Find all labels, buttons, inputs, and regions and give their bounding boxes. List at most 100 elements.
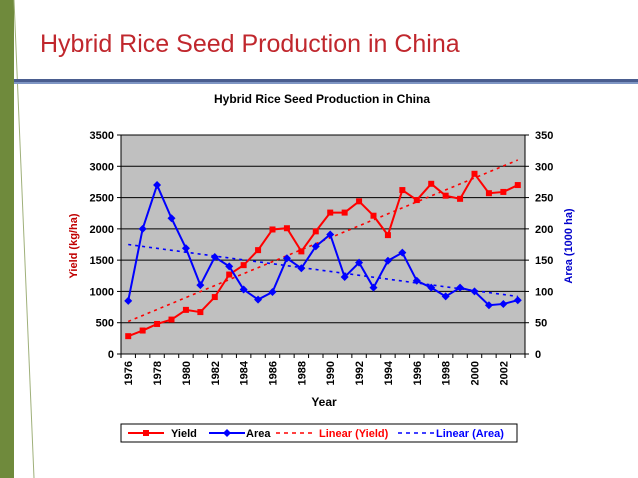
x-tick-label: 1982 [210,361,222,385]
area-point [369,283,378,292]
y2-tick-label: 350 [535,130,553,142]
legend-label-area: Area [246,428,271,440]
area-point [470,287,479,296]
legend-marker-area [223,429,231,437]
y-axis-title: Yield (kg/ha) [68,213,80,278]
yield-point [211,294,218,301]
area-point [427,283,436,292]
area-point [181,244,190,253]
area-point [513,296,522,305]
area-point [355,258,364,267]
x-tick-label: 1990 [325,361,337,385]
yield-point [125,333,132,340]
area-point [268,288,277,297]
area-line [127,182,519,307]
x-tick-label: 1996 [412,361,424,385]
yield-point [240,262,247,269]
yield-point [283,225,290,232]
plot-area [120,134,526,355]
yield-point [356,198,363,205]
slide-title: Hybrid Rice Seed Production in China [40,30,460,58]
x-axis-title: Year [311,395,337,409]
x-tick-label: 1976 [123,361,135,385]
area-point [167,214,176,223]
legend-label-linear-area: Linear (Area) [436,428,504,440]
y2-axis-title: Area (1000 ha) [563,208,575,284]
yield-point [269,226,276,233]
legend-label-yield: Yield [171,428,197,440]
legend-marker-yield [143,430,149,436]
y2-tick-label: 200 [535,224,553,236]
x-tick-label: 1992 [354,361,366,385]
yield-point [255,247,262,254]
area-point [297,264,306,273]
y2-tick-label: 300 [535,161,553,173]
area-point [412,276,421,285]
yield-point [514,182,521,189]
series-layer [124,159,522,340]
yield-point [341,209,348,216]
yield-point [399,187,406,194]
left-axis: 0 500 1000 1500 2000 2500 3000 3500 [90,130,122,361]
area-point [225,262,234,271]
area-point [153,181,162,190]
yield-point [384,232,391,239]
area-point [138,224,147,233]
yield-point [327,209,334,216]
y2-tick-label: 150 [535,255,553,267]
y2-tick-label: 250 [535,193,553,205]
yield-point [298,248,305,255]
yield-point [226,271,233,278]
yield-point [413,197,420,204]
yield-point [168,316,175,323]
yield-line [127,171,519,338]
title-underline-light [14,82,638,84]
chart-title: Hybrid Rice Seed Production in China [214,92,430,106]
y2-tick-label: 100 [535,286,553,298]
legend: Yield Area Linear (Yield) Linear (Area) [120,423,518,443]
y-tick-label: 3500 [90,130,114,142]
area-point [340,273,349,282]
y2-tick-label: 0 [535,349,541,361]
legend-label-linear-yield: Linear (Yield) [319,428,389,440]
area-point [196,281,205,290]
area-point [124,296,133,305]
x-tick-label: 1994 [383,360,395,385]
y2-tick-label: 50 [535,318,547,330]
x-tick-label: 2002 [498,361,510,385]
area-point [326,230,335,239]
y-tick-label: 500 [96,318,114,330]
yield-point [139,327,146,334]
yield-point [485,190,492,197]
x-axis: 1976 1978 1980 1982 1984 1986 1988 1990 1992 1994… [120,353,526,385]
area-point [311,242,320,251]
decorative-left-bar [0,0,14,478]
area-point [383,256,392,265]
area-point [398,248,407,257]
yield-point [154,320,161,327]
area-point [456,283,465,292]
y-tick-label: 1000 [90,286,114,298]
area-point [282,254,291,263]
yield-point [312,228,319,235]
y-tick-label: 2500 [90,193,114,205]
x-tick-label: 1980 [181,361,193,385]
area-point [499,299,508,308]
right-axis: 0 50 100 150 200 250 300 350 [524,130,553,361]
y-tick-label: 2000 [90,224,114,236]
yield-point [457,195,464,202]
yield-point [442,192,449,199]
title-underline [14,79,638,82]
yield-point [370,212,377,219]
x-tick-label: 1998 [441,361,453,385]
trendline-linear-area [128,243,518,298]
gridlines [121,134,525,355]
x-tick-label: 1984 [239,360,251,385]
legend-box [120,423,518,443]
area-point [239,285,248,294]
area-point [254,295,263,304]
yield-point [197,309,204,316]
y-tick-label: 3000 [90,161,114,173]
y-tick-label: 0 [108,349,114,361]
